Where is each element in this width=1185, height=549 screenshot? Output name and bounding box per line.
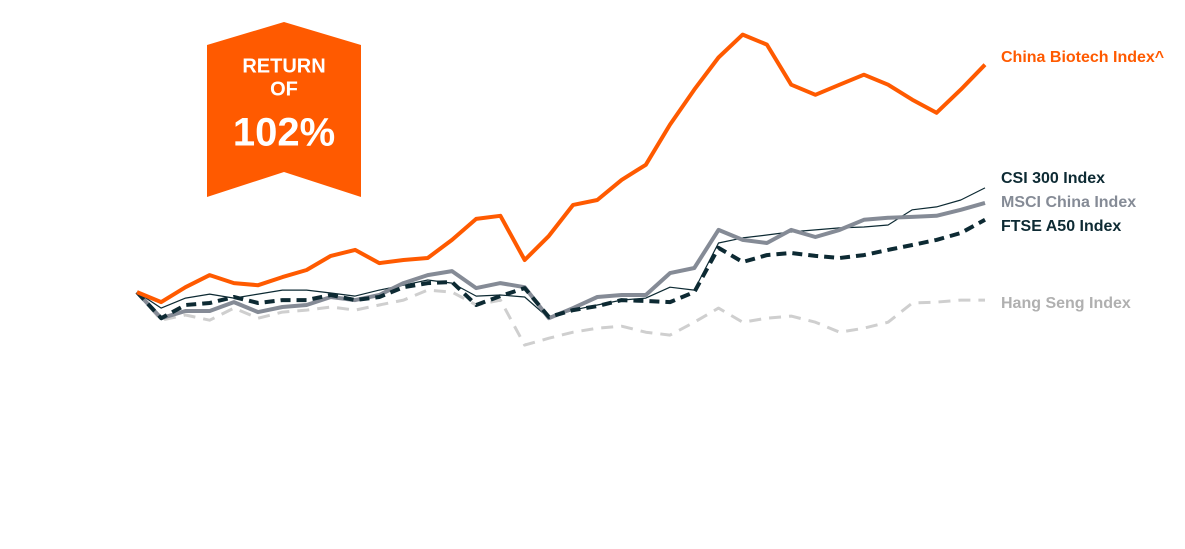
badge-value: 102% xyxy=(233,111,335,155)
legend-label: China Biotech Index^ xyxy=(1001,49,1164,66)
badge-shape xyxy=(207,22,361,197)
badge-text: OF xyxy=(270,78,298,100)
series-line xyxy=(135,218,986,321)
series-line xyxy=(136,187,986,319)
legend-label: CSI 300 Index xyxy=(1001,170,1105,187)
series-line xyxy=(136,32,987,305)
legend-label: Hang Seng Index xyxy=(1001,295,1131,312)
legend-label: MSCI China Index xyxy=(1001,194,1136,211)
series-line xyxy=(135,288,985,347)
return-badge: RETURN OF 102% xyxy=(207,22,361,197)
badge-text: RETURN xyxy=(242,55,325,77)
legend-label: FTSE A50 Index xyxy=(1001,218,1121,235)
